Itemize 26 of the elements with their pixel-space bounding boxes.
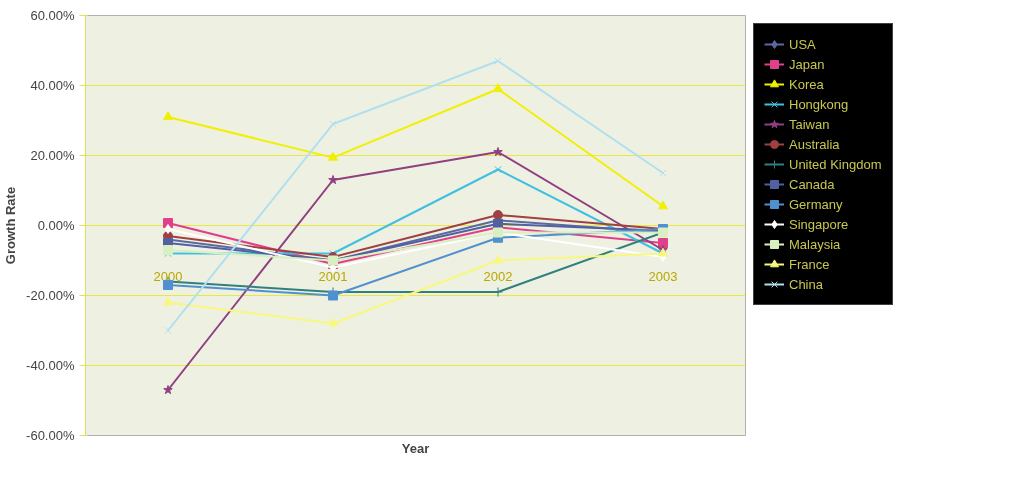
legend-label: Canada [789,175,835,194]
x-tick-label: 2001 [318,268,348,284]
y-tick-label: -20.00% [26,288,75,303]
legend-label: United Kingdom [789,155,882,174]
legend-label: Japan [789,55,825,74]
legend-label: China [789,275,823,294]
legend-label: France [789,255,830,274]
x-axis-title: Year [401,440,430,456]
y-tick-label: 20.00% [30,148,75,163]
y-tick-label: -40.00% [26,358,75,373]
legend-label: Germany [789,195,843,214]
legend-label: Australia [789,135,840,154]
legend-label: Hongkong [789,95,849,114]
y-tick-label: 40.00% [30,78,75,93]
y-tick-label: 60.00% [30,8,75,23]
x-tick-label: 2003 [648,268,678,284]
x-tick-label: 2002 [483,268,513,284]
x-tick-label: 2000 [153,268,183,284]
legend-label: Korea [789,75,824,94]
legend-label: USA [789,35,816,54]
legend-label: Taiwan [789,115,830,134]
legend-label: Malaysia [789,235,841,254]
y-axis-title: Growth Rate [3,186,19,265]
legend-label: Singapore [789,215,849,234]
y-tick-label: 0.00% [37,218,75,233]
y-tick-label: -60.00% [26,428,75,443]
